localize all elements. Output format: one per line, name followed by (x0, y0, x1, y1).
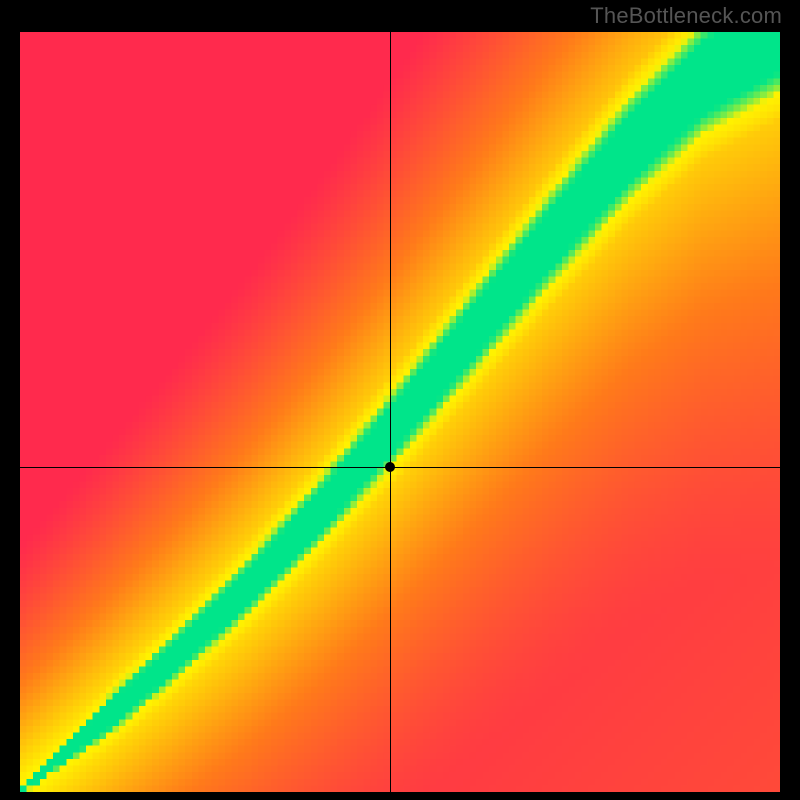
crosshair-horizontal (20, 467, 780, 468)
watermark-text: TheBottleneck.com (590, 3, 782, 29)
crosshair-marker (385, 462, 395, 472)
heatmap-plot (20, 32, 780, 792)
crosshair-vertical (390, 32, 391, 792)
chart-frame: TheBottleneck.com (0, 0, 800, 800)
heatmap-canvas (20, 32, 780, 792)
